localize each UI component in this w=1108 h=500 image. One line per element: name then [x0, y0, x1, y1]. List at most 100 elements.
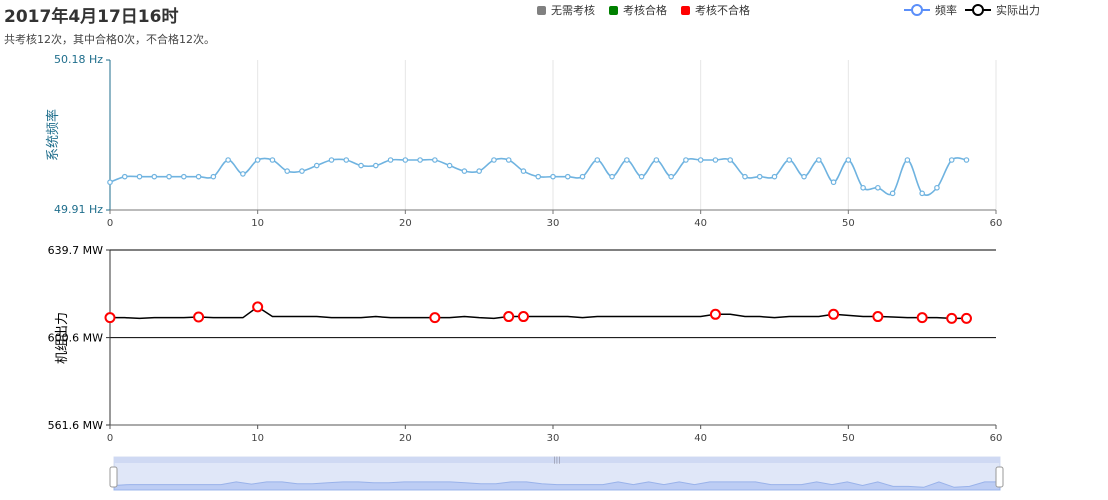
- frequency-point: [742, 173, 748, 180]
- frequency-point: [860, 184, 866, 191]
- legend-label: 无需考核: [551, 4, 595, 17]
- frequency-point: [136, 173, 143, 180]
- output-x-tick-label: 50: [842, 433, 855, 444]
- frequency-point: [299, 168, 305, 174]
- frequency-point: [934, 184, 940, 191]
- legend-label: 考核合格: [623, 4, 667, 17]
- legend-swatch-gray-icon: [537, 5, 546, 15]
- frequency-point: [830, 179, 837, 186]
- frequency-point: [668, 173, 674, 180]
- frequency-point: [328, 157, 335, 163]
- frequency-x-ticks: 0 10 20 30 40 50 60: [107, 210, 1002, 229]
- frequency-point: [786, 157, 793, 163]
- output-marker-unqualified: [872, 311, 884, 323]
- output-marker-unqualified: [193, 311, 205, 323]
- frequency-point: [387, 157, 394, 163]
- frequency-point: [240, 171, 246, 177]
- frequency-point: [195, 173, 202, 180]
- data-zoom-selection[interactable]: [114, 457, 1000, 490]
- frequency-point: [697, 157, 704, 163]
- frequency-point: [815, 157, 822, 163]
- frequency-y-axis-title: 系统频率: [45, 109, 61, 161]
- legend-label: 频率: [935, 4, 957, 17]
- output-marker-unqualified: [960, 312, 972, 324]
- page-title: 2017年4月17日16时: [4, 7, 179, 27]
- data-zoom-right-handle[interactable]: [995, 466, 1004, 488]
- frequency-point: [491, 157, 497, 163]
- frequency-point: [550, 173, 556, 180]
- frequency-point: [461, 168, 468, 174]
- frequency-point: [181, 173, 187, 180]
- legend-swatch-red-icon: [681, 5, 690, 15]
- frequency-point: [963, 157, 970, 163]
- frequency-point: [372, 162, 379, 169]
- frequency-point: [358, 162, 364, 169]
- legend-swatch-green-icon: [609, 5, 618, 15]
- frequency-point: [653, 157, 660, 163]
- output-marker-unqualified: [517, 311, 529, 323]
- output-y-tick-label: 600.6 MW: [48, 332, 103, 345]
- output-y-ticks: 561.6 MW 600.6 MW 639.7 MW: [48, 244, 110, 432]
- frequency-point: [284, 168, 291, 174]
- frequency-point: [121, 173, 128, 180]
- frequency-point: [505, 157, 512, 163]
- output-marker-unqualified: [252, 301, 264, 313]
- frequency-point: [594, 157, 601, 163]
- data-zoom-top-bar[interactable]: [114, 457, 1000, 463]
- frequency-point: [683, 157, 689, 163]
- frequency-point: [343, 157, 350, 163]
- output-marker-unqualified: [429, 312, 441, 324]
- output-x-tick-label: 40: [694, 433, 707, 444]
- output-x-tick-label: 30: [547, 433, 560, 444]
- legend-item-unqualified[interactable]: 考核不合格: [681, 2, 750, 18]
- frequency-x-tick-label: 10: [251, 218, 264, 229]
- output-marker-unqualified: [503, 311, 515, 323]
- output-x-tick-label: 0: [107, 433, 113, 444]
- frequency-x-tick-label: 40: [694, 218, 707, 229]
- frequency-point: [432, 157, 438, 163]
- frequency-point: [107, 179, 113, 186]
- frequency-point: [151, 173, 158, 180]
- frequency-point: [875, 184, 881, 191]
- frequency-point: [417, 157, 423, 163]
- frequency-point: [535, 173, 542, 180]
- frequency-x-tick-label: 30: [547, 218, 560, 229]
- frequency-x-tick-label: 50: [842, 218, 855, 229]
- output-x-tick-label: 60: [990, 433, 1003, 444]
- data-zoom-left-handle[interactable]: [109, 466, 118, 488]
- frequency-point: [624, 157, 630, 163]
- frequency-point: [801, 173, 807, 180]
- frequency-point: [889, 190, 896, 197]
- output-marker-unqualified: [916, 312, 928, 324]
- frequency-point: [476, 168, 482, 174]
- page-subtitle: 共考核12次，其中合格0次，不合格12次。: [4, 33, 215, 46]
- output-y-tick-label: 639.7 MW: [48, 244, 103, 257]
- frequency-y-max-label: 50.18 Hz: [54, 53, 103, 66]
- frequency-x-tick-label: 0: [107, 218, 113, 229]
- frequency-point: [712, 157, 719, 163]
- output-grid: [110, 249, 996, 339]
- output-y-tick-label: 561.6 MW: [48, 419, 103, 432]
- frequency-point: [638, 173, 645, 180]
- frequency-point: [904, 157, 911, 163]
- output-x-tick-label: 20: [399, 433, 412, 444]
- frequency-x-tick-label: 20: [399, 218, 412, 229]
- frequency-point: [771, 173, 778, 180]
- frequency-point: [579, 173, 586, 180]
- legend-label: 考核不合格: [695, 4, 750, 17]
- output-marker-unqualified: [104, 312, 116, 324]
- frequency-point: [727, 157, 734, 163]
- frequency-point: [402, 157, 409, 163]
- frequency-points: [107, 157, 970, 197]
- frequency-point: [254, 157, 261, 163]
- output-series-line: [110, 306, 967, 320]
- legend-item-no-assessment[interactable]: 无需考核: [537, 2, 595, 18]
- data-zoom-preview-area: [113, 481, 1001, 491]
- legend-item-qualified[interactable]: 考核合格: [609, 2, 667, 18]
- legend-item-actual-output[interactable]: 实际出力: [965, 2, 1040, 18]
- data-zoom-grip-icon: |||: [553, 456, 560, 464]
- legend-item-frequency[interactable]: 频率: [904, 2, 957, 18]
- output-marker-unqualified: [709, 308, 721, 320]
- frequency-point: [166, 173, 172, 180]
